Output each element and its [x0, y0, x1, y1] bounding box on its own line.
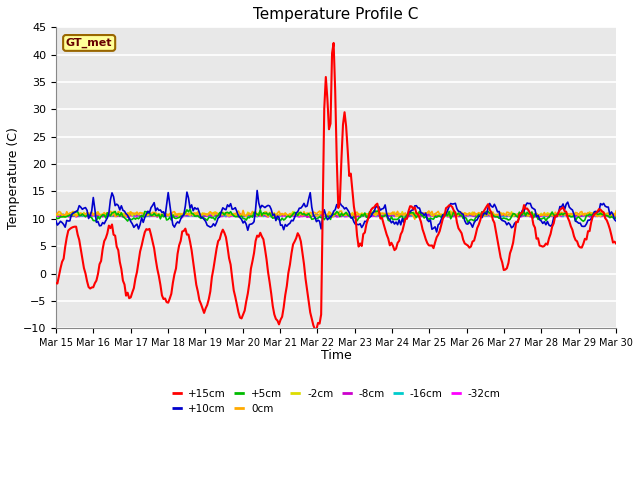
Y-axis label: Temperature (C): Temperature (C)	[7, 127, 20, 228]
Legend: +15cm, +10cm, +5cm, 0cm, -2cm, -8cm, -16cm, -32cm: +15cm, +10cm, +5cm, 0cm, -2cm, -8cm, -16…	[168, 384, 504, 418]
Text: GT_met: GT_met	[66, 38, 113, 48]
X-axis label: Time: Time	[321, 349, 351, 362]
Title: Temperature Profile C: Temperature Profile C	[253, 7, 419, 22]
